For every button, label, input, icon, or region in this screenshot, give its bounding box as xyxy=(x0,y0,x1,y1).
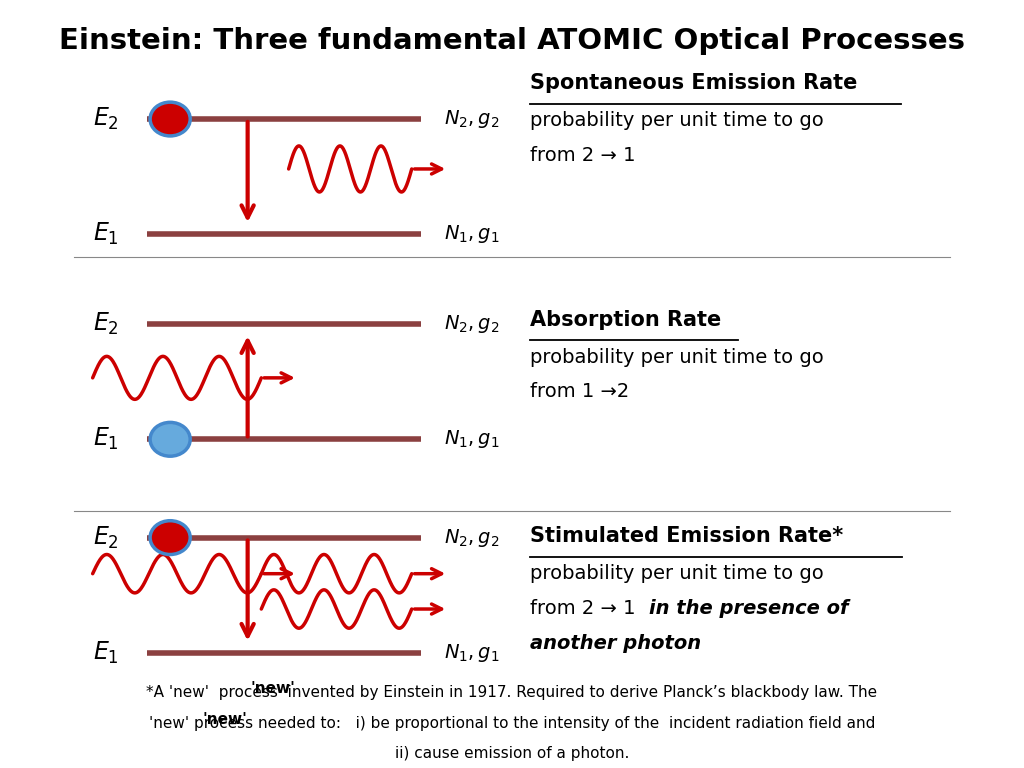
Text: $E_2$: $E_2$ xyxy=(93,106,119,132)
Text: Stimulated Emission Rate*: Stimulated Emission Rate* xyxy=(530,526,844,546)
Text: $N_2, g_2$: $N_2, g_2$ xyxy=(443,313,499,335)
Text: 'new' process needed to:   i) be proportional to the intensity of the  incident : 'new' process needed to: i) be proportio… xyxy=(148,716,876,731)
Text: $E_1$: $E_1$ xyxy=(93,640,119,666)
Circle shape xyxy=(151,102,190,136)
Text: $E_2$: $E_2$ xyxy=(93,311,119,337)
Text: from 2 → 1: from 2 → 1 xyxy=(530,146,636,165)
Text: $N_2, g_2$: $N_2, g_2$ xyxy=(443,527,499,548)
Text: $E_1$: $E_1$ xyxy=(93,221,119,247)
Text: probability per unit time to go: probability per unit time to go xyxy=(530,564,824,584)
Text: $E_2$: $E_2$ xyxy=(93,525,119,551)
Text: $N_1, g_1$: $N_1, g_1$ xyxy=(443,223,500,245)
Text: 'new': 'new' xyxy=(251,681,295,697)
Text: 'new': 'new' xyxy=(202,712,247,727)
Text: from 2 → 1: from 2 → 1 xyxy=(530,599,642,618)
Text: probability per unit time to go: probability per unit time to go xyxy=(530,111,824,131)
Text: *A 'new'  process  invented by Einstein in 1917. Required to derive Planck’s bla: *A 'new' process invented by Einstein in… xyxy=(146,685,878,700)
Text: from 1 →2: from 1 →2 xyxy=(530,382,630,402)
Circle shape xyxy=(151,422,190,456)
Text: $N_1, g_1$: $N_1, g_1$ xyxy=(443,429,500,450)
Text: probability per unit time to go: probability per unit time to go xyxy=(530,348,824,367)
Text: $N_1, g_1$: $N_1, g_1$ xyxy=(443,642,500,664)
Text: $N_2, g_2$: $N_2, g_2$ xyxy=(443,108,499,130)
Text: $E_1$: $E_1$ xyxy=(93,426,119,452)
Text: ii) cause emission of a photon.: ii) cause emission of a photon. xyxy=(395,746,629,762)
Text: Absorption Rate: Absorption Rate xyxy=(530,310,722,329)
Text: Einstein: Three fundamental ATOMIC Optical Processes: Einstein: Three fundamental ATOMIC Optic… xyxy=(59,27,965,55)
Text: in the presence of: in the presence of xyxy=(649,599,848,618)
Text: another photon: another photon xyxy=(530,634,701,653)
Text: Spontaneous Emission Rate: Spontaneous Emission Rate xyxy=(530,73,858,93)
Circle shape xyxy=(151,521,190,554)
